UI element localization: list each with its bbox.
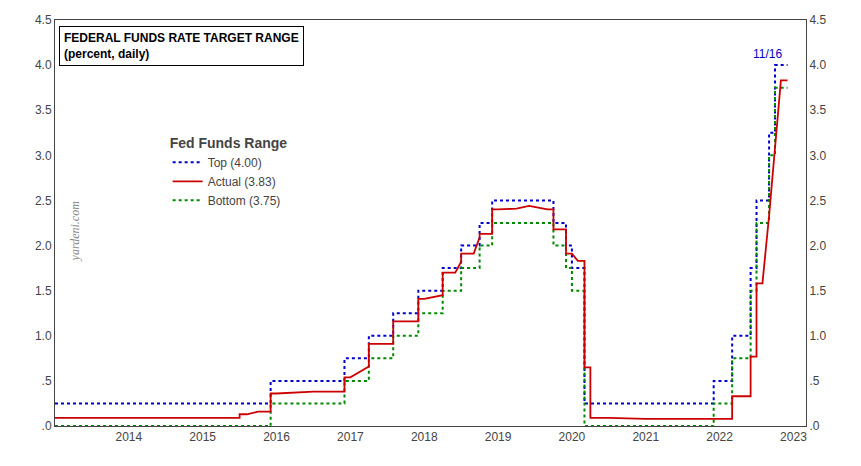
svg-text:2.5: 2.5 <box>35 194 52 208</box>
svg-text:3.0: 3.0 <box>35 149 52 163</box>
svg-text:Fed Funds Range: Fed Funds Range <box>170 135 288 151</box>
svg-text:Top (4.00): Top (4.00) <box>208 156 262 170</box>
svg-text:1.5: 1.5 <box>35 284 52 298</box>
svg-text:11/16: 11/16 <box>753 47 782 61</box>
svg-text:4.5: 4.5 <box>35 13 52 27</box>
svg-text:4.0: 4.0 <box>35 58 52 72</box>
svg-text:2016: 2016 <box>263 430 290 444</box>
svg-text:2.0: 2.0 <box>35 239 52 253</box>
svg-text:4.5: 4.5 <box>809 13 826 27</box>
svg-text:.0: .0 <box>42 419 52 433</box>
svg-text:2.0: 2.0 <box>809 239 826 253</box>
svg-text:2022: 2022 <box>706 430 733 444</box>
svg-text:Actual (3.83): Actual (3.83) <box>208 175 276 189</box>
svg-text:.0: .0 <box>809 419 819 433</box>
svg-text:2018: 2018 <box>411 430 438 444</box>
svg-text:yardeni.com: yardeni.com <box>68 201 82 262</box>
svg-text:2.5: 2.5 <box>809 194 826 208</box>
svg-text:2023: 2023 <box>780 430 807 444</box>
svg-text:3.5: 3.5 <box>809 103 826 117</box>
svg-text:Bottom (3.75): Bottom (3.75) <box>208 194 281 208</box>
svg-text:2020: 2020 <box>559 430 586 444</box>
svg-text:1.0: 1.0 <box>35 329 52 343</box>
svg-text:.5: .5 <box>809 374 819 388</box>
svg-text:1.5: 1.5 <box>809 284 826 298</box>
svg-text:FEDERAL FUNDS RATE TARGET RANG: FEDERAL FUNDS RATE TARGET RANGE(percent,… <box>64 31 299 61</box>
svg-text:2021: 2021 <box>632 430 659 444</box>
svg-text:4.0: 4.0 <box>809 58 826 72</box>
svg-text:1.0: 1.0 <box>809 329 826 343</box>
svg-text:2014: 2014 <box>115 430 142 444</box>
svg-text:3.0: 3.0 <box>809 149 826 163</box>
svg-text:2017: 2017 <box>337 430 364 444</box>
svg-text:2015: 2015 <box>189 430 216 444</box>
svg-text:3.5: 3.5 <box>35 103 52 117</box>
svg-text:.5: .5 <box>42 374 52 388</box>
svg-text:2019: 2019 <box>485 430 512 444</box>
